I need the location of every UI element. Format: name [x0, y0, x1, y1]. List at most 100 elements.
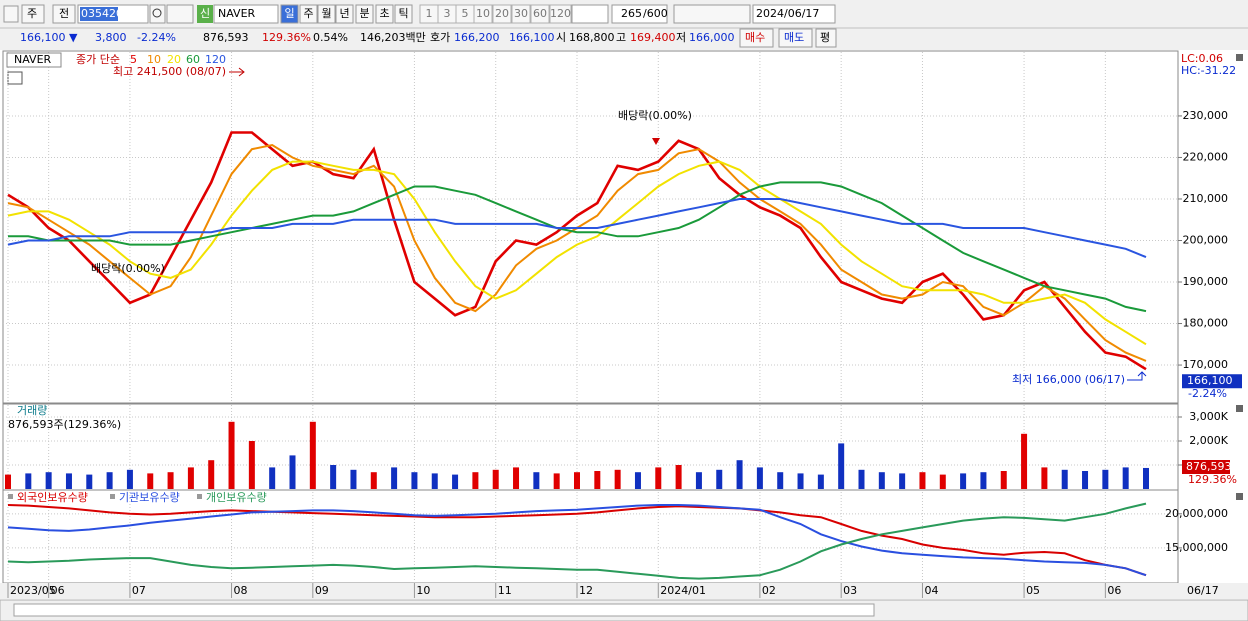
- interval-button[interactable]: [530, 4, 550, 24]
- y-tick-label: 180,000: [1183, 317, 1229, 330]
- sell-button[interactable]: [778, 28, 813, 48]
- open-label: 시: [556, 31, 566, 44]
- volume-ratio: 129.36%: [262, 31, 311, 44]
- period[interactable]: 분: [359, 7, 369, 20]
- sell[interactable]: 매도: [784, 31, 804, 44]
- period-button[interactable]: [299, 4, 318, 24]
- x-tick-label: 12: [579, 584, 593, 597]
- volume-bar: [817, 474, 824, 489]
- volume-bar: [45, 472, 52, 489]
- ask: 166,200: [454, 31, 500, 44]
- volume-bar: [736, 460, 743, 489]
- ex-div-marker: [652, 138, 660, 145]
- legend-swatch: [197, 494, 202, 499]
- interval[interactable]: 5: [462, 7, 469, 20]
- y-tick-label: 220,000: [1183, 150, 1229, 163]
- volume-bar: [960, 473, 967, 489]
- menu-icon[interactable]: [3, 5, 19, 23]
- period[interactable]: 일: [284, 6, 294, 20]
- high: 169,400: [630, 31, 676, 44]
- close-icon[interactable]: [1236, 54, 1243, 61]
- interval-button[interactable]: [511, 4, 531, 24]
- last-volume-ratio: 129.36%: [1188, 473, 1237, 486]
- period-button[interactable]: [317, 4, 336, 24]
- amount: 146,203백만: [360, 31, 426, 44]
- date: 2024/06/17: [756, 7, 819, 20]
- volume-bar: [1082, 471, 1089, 489]
- period[interactable]: 주: [303, 7, 313, 20]
- series-line: [7, 160, 1147, 346]
- volume-bar: [695, 472, 702, 489]
- settings-icon[interactable]: [7, 71, 23, 85]
- open: 168,800: [569, 31, 615, 44]
- volume-bar: [838, 443, 845, 489]
- mode-select[interactable]: [52, 4, 76, 24]
- interval-button[interactable]: [549, 4, 572, 24]
- sound-button[interactable]: [166, 4, 194, 24]
- close-icon[interactable]: [1236, 493, 1243, 500]
- period[interactable]: 월: [321, 7, 331, 20]
- legend-entry: 개인보유수량: [206, 491, 267, 504]
- volume-bar: [248, 441, 255, 489]
- legend-entry: 외국인보유수량: [17, 491, 88, 504]
- legend-entry: 기관보유수량: [119, 491, 180, 504]
- interval[interactable]: 10: [476, 7, 490, 20]
- interval[interactable]: 60: [533, 7, 547, 20]
- period[interactable]: 틱: [398, 7, 408, 20]
- close-icon[interactable]: [1236, 405, 1243, 412]
- market-select[interactable]: [21, 4, 45, 24]
- period-button[interactable]: [394, 4, 413, 24]
- turnover: 0.54%: [313, 31, 348, 44]
- date-box[interactable]: [752, 4, 836, 24]
- interval[interactable]: 3: [444, 7, 451, 20]
- volume-bar: [919, 472, 926, 489]
- period-button[interactable]: [335, 4, 354, 24]
- symbol-box: [6, 52, 62, 68]
- x-end-label: 06/17: [1187, 584, 1219, 597]
- volume-bar: [330, 465, 337, 489]
- interval-button[interactable]: [473, 4, 493, 24]
- high-label: 고: [616, 31, 626, 44]
- y-tick-label: 200,000: [1183, 233, 1229, 246]
- interval-button[interactable]: [492, 4, 512, 24]
- volume-bar: [980, 472, 987, 489]
- interval[interactable]: 30: [514, 7, 528, 20]
- avg[interactable]: 평: [820, 31, 830, 44]
- period-button[interactable]: [355, 4, 374, 24]
- change: 3,800: [95, 31, 127, 44]
- period[interactable]: 년: [339, 7, 349, 20]
- change-pct: -2.24%: [137, 31, 176, 44]
- interval[interactable]: 1: [426, 7, 433, 20]
- annotation: 최고 241,500 (08/07): [113, 65, 226, 78]
- annotation: 배당락(0.00%): [618, 109, 692, 122]
- new-badge[interactable]: [197, 5, 213, 23]
- avg-button[interactable]: [815, 28, 837, 48]
- period-button[interactable]: [375, 4, 394, 24]
- scroll-thumb[interactable]: [13, 603, 875, 617]
- x-tick-label: 2023/05: [10, 584, 56, 597]
- volume-bar: [777, 472, 784, 489]
- tool-icons[interactable]: [673, 4, 751, 24]
- y-tick-label: 20,000,000: [1165, 507, 1228, 520]
- y-tick-label: 210,000: [1183, 192, 1229, 205]
- search-button[interactable]: [149, 4, 166, 24]
- volume: 876,593: [203, 31, 249, 44]
- volume-bar: [675, 465, 682, 489]
- buy-button[interactable]: [739, 28, 774, 48]
- interval[interactable]: 20: [495, 7, 509, 20]
- lc: LC:0.06: [1181, 52, 1223, 65]
- volume-bar: [228, 421, 235, 489]
- period[interactable]: 초: [379, 7, 389, 20]
- volume-bar: [553, 473, 560, 489]
- x-tick-label: 02: [762, 584, 776, 597]
- count-box[interactable]: [611, 4, 668, 24]
- low: 166,000: [689, 31, 735, 44]
- interval-dropdown[interactable]: [571, 4, 609, 24]
- annotation: 최저 166,000 (06/17): [1012, 373, 1125, 386]
- period-button[interactable]: [280, 4, 299, 24]
- buy[interactable]: 매수: [745, 31, 765, 44]
- volume-bar: [574, 472, 580, 489]
- holdings-panel: [2, 489, 1179, 584]
- interval[interactable]: 120: [550, 7, 571, 20]
- x-tick-label: 06: [1107, 584, 1121, 597]
